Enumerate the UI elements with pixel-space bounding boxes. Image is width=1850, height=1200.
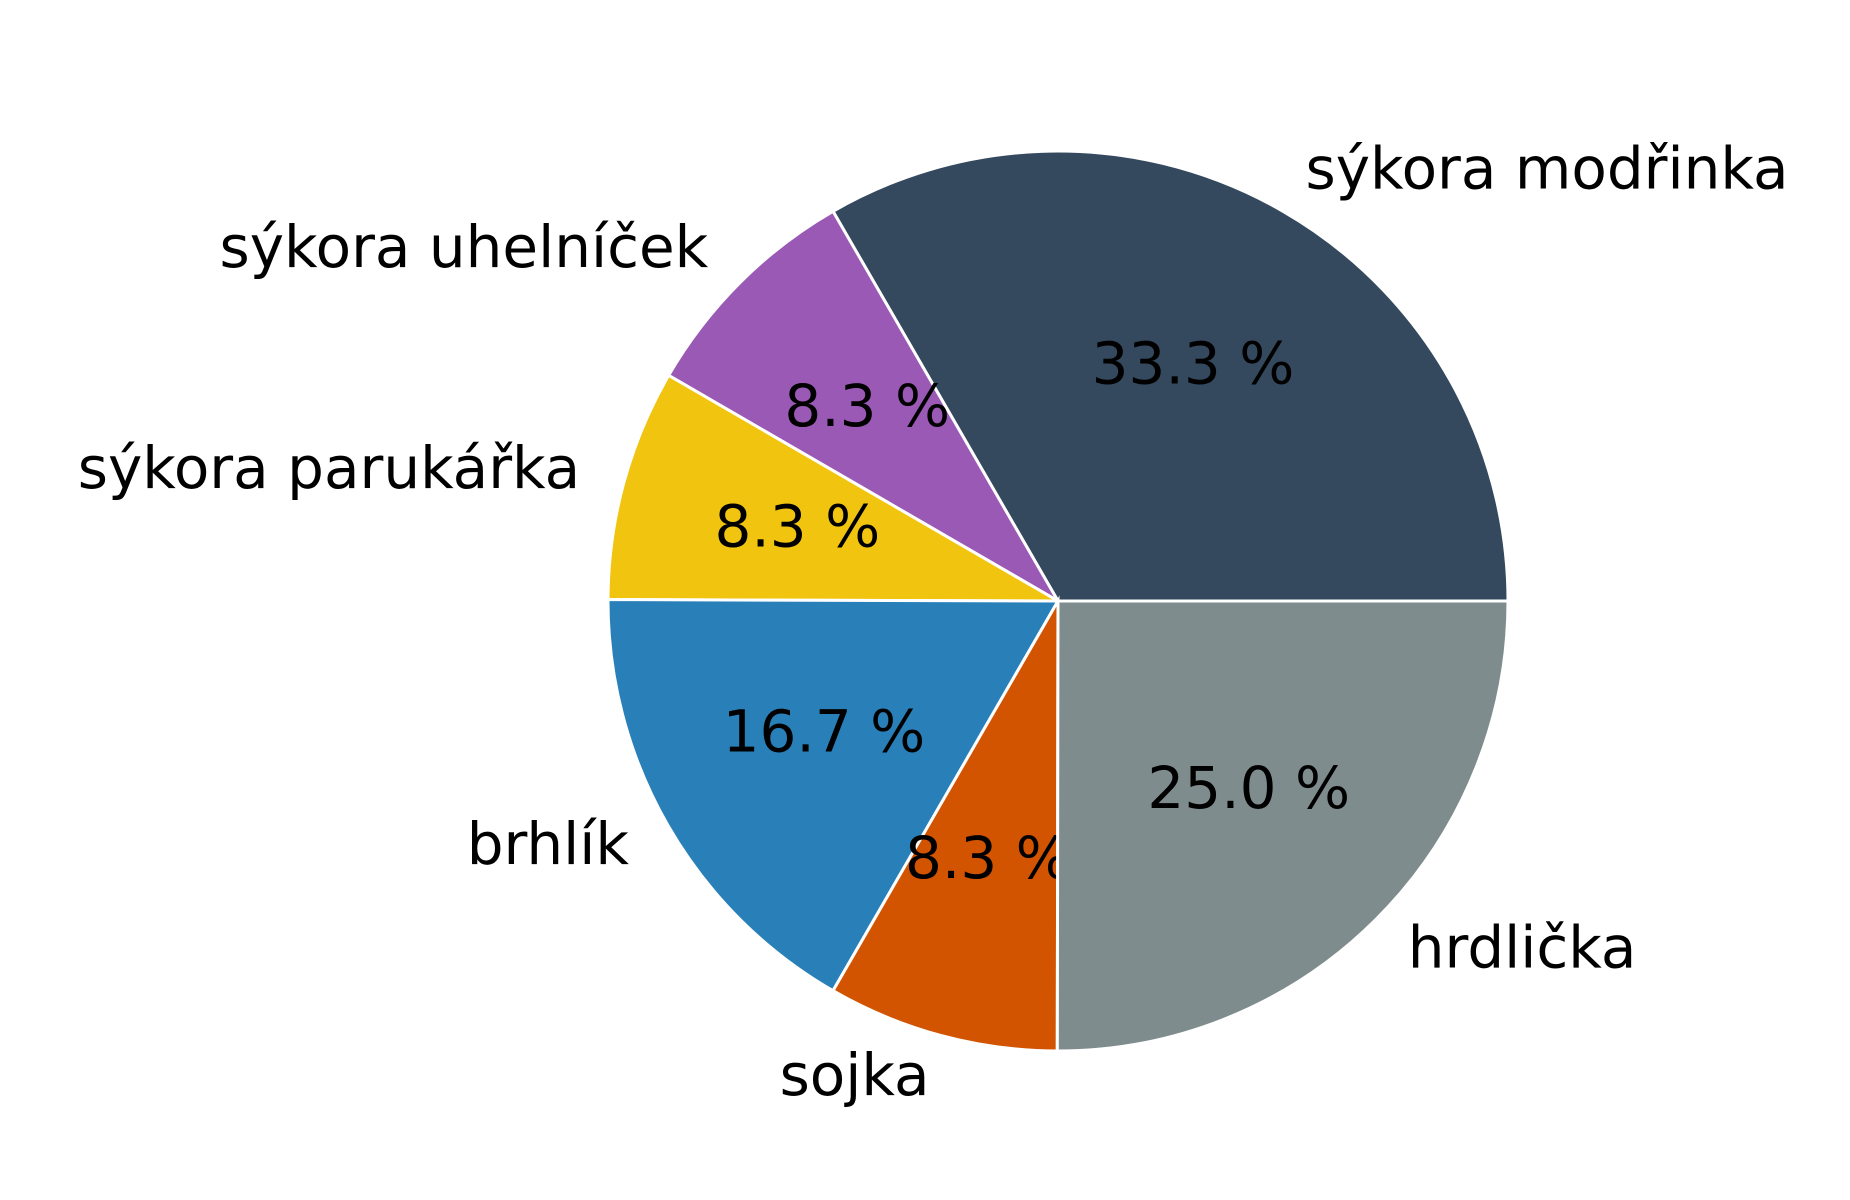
percent-label: 16.7 % [723,698,926,766]
pie-slice [666,209,1063,606]
pie-slice [830,149,1510,603]
slice-label: sojka [780,1041,930,1109]
pie-slice [606,373,1064,603]
pie-slice [830,595,1060,1053]
slice-label: brhlík [467,810,630,878]
percent-label: 33.3 % [1092,329,1295,397]
percent-label: 8.3 % [714,493,880,561]
pie-slice [606,598,1061,993]
pie-slice [1055,599,1510,1053]
percent-label: 8.3 % [905,824,1071,892]
percent-label: 8.3 % [784,372,950,440]
slice-label: sýkora uhelníček [220,213,709,281]
slice-label: sýkora modřinka [1306,134,1789,202]
percent-label: 25.0 % [1147,754,1350,822]
slice-label: sýkora parukářka [78,434,580,502]
slice-label: hrdlička [1408,913,1637,981]
